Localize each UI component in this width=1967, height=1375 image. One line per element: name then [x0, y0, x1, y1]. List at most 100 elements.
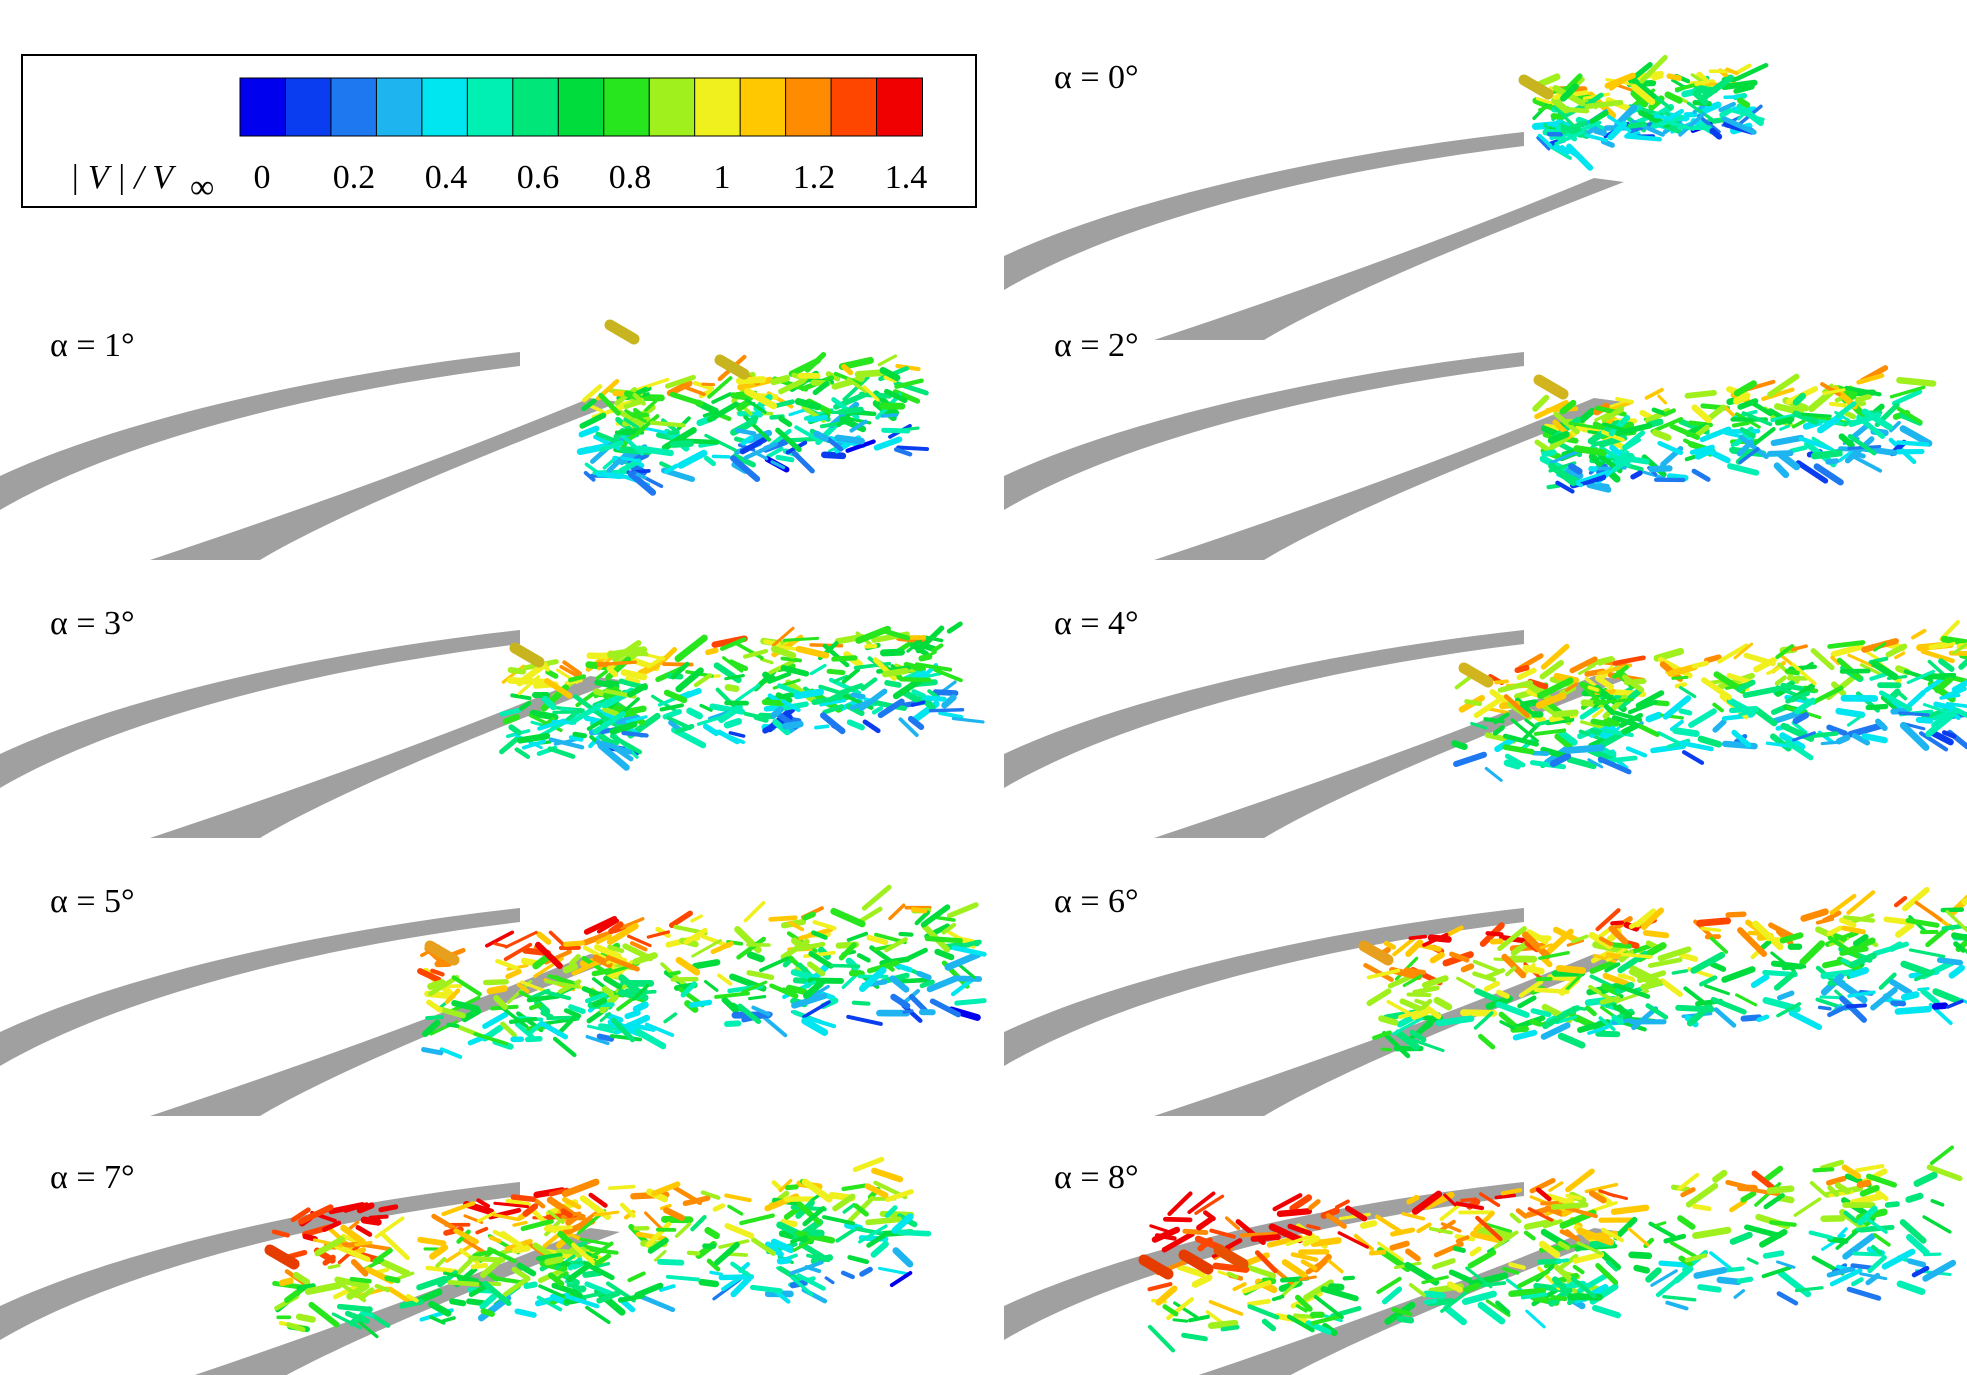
vortex-tube	[819, 699, 847, 707]
vortex-tube	[1911, 1265, 1930, 1278]
vortex-tube	[1867, 1255, 1887, 1274]
vortex-tube	[1847, 990, 1876, 998]
vortex-tube	[1368, 1249, 1387, 1256]
vortex-tube	[1756, 1014, 1770, 1023]
vortex-tube	[1899, 425, 1933, 447]
vortex-tube	[730, 392, 754, 401]
vortex-tube	[1738, 435, 1769, 460]
vortex-tube	[1795, 460, 1829, 484]
vortex-tube	[668, 970, 681, 977]
vortex-tube	[1788, 664, 1817, 671]
vortex-tube	[921, 694, 947, 702]
vortex-tube	[1289, 1194, 1313, 1212]
vortex-tube	[1572, 1251, 1605, 1264]
vortex-tube	[1378, 1015, 1399, 1026]
vortex-tube	[1651, 429, 1672, 441]
vortex-tube	[1423, 1298, 1438, 1305]
vortex-tube	[1460, 963, 1475, 973]
vortex-tube	[788, 357, 821, 377]
vortex-tube	[1557, 1032, 1586, 1049]
vortex-tube	[724, 1223, 755, 1239]
vortex-tube	[791, 450, 815, 474]
vortex-tube	[1851, 1277, 1864, 1287]
vortex-tube	[892, 676, 924, 700]
vortex-tube	[327, 1263, 341, 1270]
vortex-tube	[1433, 996, 1453, 1011]
vortex-tube	[1460, 1009, 1498, 1017]
vortex-tube	[793, 688, 825, 700]
vortex-tube	[734, 428, 757, 436]
vortex-tube	[858, 966, 887, 993]
vortex-tube	[908, 994, 928, 1013]
vortex-tube	[906, 639, 922, 653]
vortex-tube	[1412, 985, 1440, 995]
vortex-tube	[1946, 999, 1964, 1009]
vortex-tube	[1524, 680, 1554, 703]
vortex-tube	[893, 447, 913, 457]
vortex-tube	[1633, 1264, 1650, 1274]
vortex-tube	[896, 1229, 932, 1237]
vortex-tube	[1736, 679, 1756, 693]
vortex-tube	[593, 944, 622, 960]
vortex-tube	[629, 941, 648, 952]
colorbar-tick-label: 0.8	[609, 159, 652, 196]
vortex-tube	[1730, 433, 1751, 448]
vortex-tube	[1840, 958, 1854, 967]
vortex-tube	[796, 1273, 826, 1291]
vortex-tube	[1359, 1220, 1378, 1229]
vortex-tube	[1712, 719, 1727, 733]
vortex-tube	[813, 430, 829, 442]
vortex-tube	[898, 717, 919, 737]
vortex-tube	[1563, 1205, 1598, 1219]
vortex-tube	[1327, 1259, 1344, 1274]
vortex-tube	[809, 663, 827, 676]
vortex-tube	[870, 1240, 889, 1258]
vortex-tube	[1926, 1164, 1963, 1182]
vortex-tube	[1163, 1216, 1193, 1223]
leading-edge-vortex	[1533, 374, 1569, 400]
vortex-tube	[777, 1265, 801, 1282]
vortex-tube	[308, 1301, 340, 1328]
vortex-tube	[346, 1282, 370, 1300]
blade-lower	[150, 676, 620, 838]
vortex-tube	[380, 1232, 410, 1261]
vortex-tube	[832, 674, 849, 683]
vortex-tube	[1555, 480, 1575, 494]
vortex-tube	[1940, 635, 1967, 646]
vortex-tube	[625, 676, 641, 684]
vortex-tube	[728, 731, 746, 738]
vortex-tube	[374, 1283, 391, 1293]
vortex-tube	[1717, 672, 1755, 690]
vortex-tube	[1536, 677, 1574, 699]
vortex-tube	[830, 907, 866, 928]
vortex-tube	[1684, 1253, 1708, 1263]
vortex-tube	[1396, 1014, 1417, 1028]
vortex-tube	[1899, 722, 1930, 751]
vortex-tube	[431, 1213, 457, 1231]
vortex-tube	[449, 1298, 467, 1307]
vortex-tube	[1785, 691, 1811, 704]
vortex-tube	[1562, 106, 1590, 114]
colorbar-segment	[557, 77, 605, 137]
vortex-tube	[349, 1276, 372, 1284]
vortex-tube	[1514, 664, 1530, 674]
vortex-tube	[1587, 1025, 1610, 1035]
vortex-tube	[1485, 931, 1504, 937]
vortex-tube	[1624, 940, 1640, 949]
vortex-tube	[1455, 1235, 1470, 1244]
colorbar-segment	[739, 77, 787, 137]
vortex-tube	[1929, 729, 1954, 746]
vortex-tube	[1581, 120, 1602, 132]
vortex-tube	[1530, 1008, 1552, 1018]
vortex-tube	[1737, 97, 1751, 108]
vortex-tube	[1767, 373, 1800, 398]
vortex-tube	[710, 941, 734, 955]
vortex-tube	[561, 1196, 582, 1210]
vortex-tube	[644, 399, 658, 412]
vortex-tube	[1769, 1220, 1797, 1227]
colorbar-segment	[876, 77, 923, 137]
vortex-tube	[1478, 1033, 1496, 1050]
vortex-tube	[928, 708, 965, 713]
vortex-tube	[428, 1300, 452, 1317]
vortex-tube	[1727, 463, 1760, 476]
